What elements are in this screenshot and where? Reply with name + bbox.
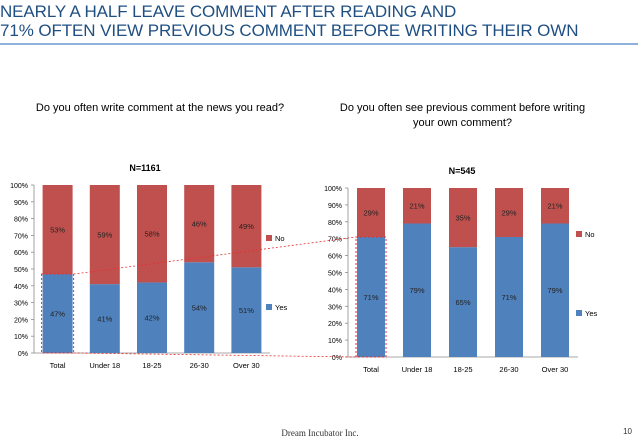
page-title-line-1: NEARLY A HALF LEAVE COMMENT AFTER READIN… [0, 2, 457, 21]
chart-1-x-tick-label: Over 30 [233, 361, 260, 370]
chart-2-label-yes: 79% [547, 286, 562, 295]
highlight-box-2 [355, 236, 387, 358]
chart-1-y-tick-label: 90% [14, 200, 28, 207]
chart-2-bar-no [541, 188, 569, 224]
chart-2-legend-yes: Yes [585, 309, 597, 318]
title-divider [0, 43, 638, 45]
chart-2-label-no: 21% [547, 202, 562, 211]
chart-2-bar-no [403, 188, 431, 224]
chart-1-y-tick-label: 100% [10, 183, 28, 190]
chart-1-question: Do you often write comment at the news y… [35, 102, 285, 114]
chart-2-x-tick-label: Over 30 [542, 365, 569, 374]
chart-2-legend-yes-swatch [576, 310, 582, 316]
chart-2-y-tick-label: 40% [328, 287, 342, 294]
chart-1-sample-size: N=1161 [129, 163, 160, 173]
chart-1-bar-no [42, 185, 73, 275]
chart-2-bar-no [449, 188, 477, 248]
chart-1-label-yes: 42% [144, 314, 159, 323]
page-title-line-2: 71% OFTEN VIEW PREVIOUS COMMENT BEFORE W… [0, 21, 579, 40]
chart-2-label-no: 21% [409, 202, 424, 211]
chart-2-label-yes: 65% [455, 298, 470, 307]
chart-2-x-tick-label: 18-25 [453, 365, 472, 374]
chart-2-legend-no: No [585, 230, 595, 239]
page-number: 10 [623, 427, 632, 436]
chart-1-legend-yes-swatch [266, 304, 272, 310]
chart-2-x-tick-label: Total [363, 365, 379, 374]
chart-2-bar-yes [541, 223, 569, 357]
chart-2-y-tick-label: 20% [328, 321, 342, 328]
chart-1-bar-yes [231, 267, 262, 353]
chart-1-label-no: 58% [144, 230, 159, 239]
chart-1-legend-yes: Yes [275, 303, 287, 312]
chart-1-y-tick-label: 70% [14, 233, 28, 240]
chart-2-y-tick-label: 10% [328, 338, 342, 345]
chart-2-y-tick-label: 50% [328, 271, 342, 278]
chart-1-y-tick-label: 20% [14, 317, 28, 324]
highlight-box-1 [41, 273, 75, 354]
chart-2-bar-no [495, 188, 523, 238]
chart-2-bar-no [357, 188, 385, 238]
chart-2-bar-yes [495, 237, 523, 357]
chart-2-legend-no-swatch [576, 231, 582, 237]
chart-2-sample-size: N=545 [449, 166, 476, 176]
chart-2-label-no: 29% [363, 209, 378, 218]
chart-2-x-tick-label: Under 18 [402, 365, 433, 374]
chart-2-y-tick-label: 60% [328, 254, 342, 261]
chart-2-label-no: 35% [455, 214, 470, 223]
chart-1-legend-no-swatch [266, 235, 272, 241]
chart-2-label-no: 29% [501, 209, 516, 218]
chart-1-bar-no [231, 185, 262, 268]
chart-1-y-tick-label: 0% [18, 351, 28, 358]
chart-1-y-tick-label: 10% [14, 334, 28, 341]
chart-1-x-tick-label: Under 18 [89, 361, 120, 370]
chart-1-label-yes: 47% [50, 310, 65, 319]
chart-1-bar-no [184, 185, 215, 263]
chart-1-label-yes: 54% [192, 304, 207, 313]
chart-1-bar-no [137, 185, 167, 283]
chart-1-y-tick-label: 30% [14, 301, 28, 308]
chart-1-label-no: 49% [239, 222, 254, 231]
chart-2-label-yes: 71% [363, 293, 378, 302]
chart-2-y-tick-label: 100% [324, 186, 342, 193]
chart-2-y-tick-label: 80% [328, 220, 342, 227]
chart-2-label-yes: 71% [501, 293, 516, 302]
chart-1-bar-yes [42, 274, 73, 353]
chart-1-y-tick-label: 60% [14, 250, 28, 257]
chart-1-y-tick-label: 50% [14, 267, 28, 274]
chart-1-label-no: 59% [97, 231, 112, 240]
chart-2-question: Do you often see previous comment before… [339, 102, 586, 129]
chart-1-x-tick-label: Total [50, 361, 66, 370]
chart-1-bar-yes [137, 282, 167, 353]
chart-1-label-no: 53% [50, 226, 65, 235]
chart-1-y-tick-label: 40% [14, 284, 28, 291]
chart-2-label-yes: 79% [409, 286, 424, 295]
chart-1-label-yes: 51% [239, 306, 254, 315]
chart-2-bar-yes [449, 247, 477, 357]
chart-1-legend-no: No [275, 234, 285, 243]
chart-1-label-no: 46% [192, 220, 207, 229]
chart-2-y-tick-label: 30% [328, 304, 342, 311]
chart-2-y-tick-label: 0% [332, 355, 342, 362]
chart-1-x-tick-label: 18-25 [142, 361, 161, 370]
chart-2-y-tick-label: 70% [328, 237, 342, 244]
chart-2-bar-yes [357, 237, 385, 357]
chart-1-bar-no [89, 185, 120, 285]
chart-1-bar-yes [89, 284, 120, 353]
chart-1-label-yes: 41% [97, 315, 112, 324]
chart-1-bar-yes [184, 262, 215, 353]
chart-1-y-tick-label: 80% [14, 217, 28, 224]
highlight-connector-bottom [73, 352, 357, 358]
chart-1-x-tick-label: 26-30 [190, 361, 209, 370]
chart-2-y-tick-label: 90% [328, 203, 342, 210]
highlight-connector-top [73, 236, 357, 275]
chart-2-bar-yes [403, 223, 431, 357]
chart-2-x-tick-label: 26-30 [499, 365, 518, 374]
footer-company: Dream Incubator Inc. [281, 428, 359, 438]
